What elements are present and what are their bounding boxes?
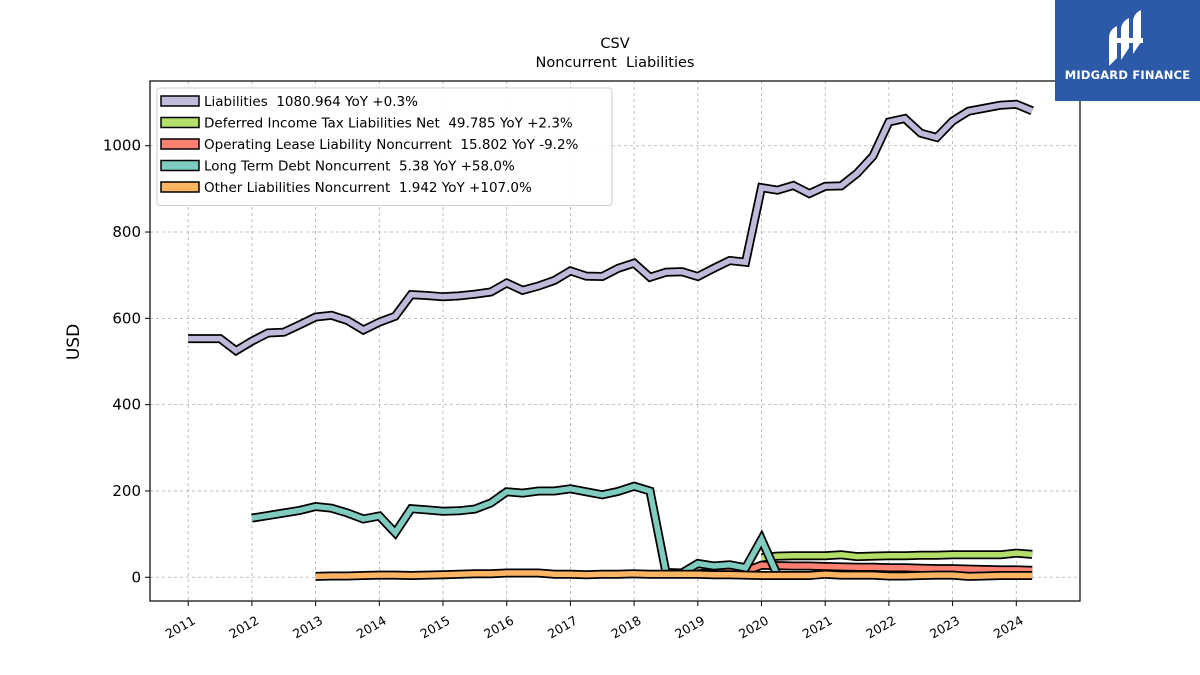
x-tick-label: 2019 [672, 613, 707, 642]
plot-frame [149, 80, 1081, 602]
legend-swatch [160, 138, 200, 150]
x-tick-label: 2020 [736, 613, 771, 642]
logo-text: MIDGARD FINANCE [1064, 68, 1191, 82]
legend-swatch [160, 181, 200, 193]
x-tick-label: 2017 [545, 613, 580, 642]
y-tick-label: 0 [131, 568, 141, 586]
x-tick-label: 2018 [609, 613, 644, 642]
x-tick-label: 2012 [226, 613, 261, 642]
legend-swatch [160, 95, 200, 107]
series-stroke [315, 570, 1033, 580]
series-stroke [761, 550, 1033, 561]
y-tick-label: 1000 [103, 137, 141, 155]
series-stroke [188, 101, 1034, 355]
y-ticks: 0 200 400 600 800 1000 [103, 137, 150, 586]
legend: Liabilities 1080.964 YoY +0.3% Deferred I… [156, 87, 613, 206]
y-tick-label: 600 [112, 309, 141, 327]
x-tick-label: 2023 [927, 613, 962, 642]
chart-subtitle: Noncurrent Liabilities [536, 55, 695, 71]
brand-logo: MIDGARD FINANCE [1055, 0, 1200, 101]
legend-label: Deferred Income Tax Liabilities Net 49.7… [204, 116, 573, 132]
chart-title: CSV [600, 36, 629, 52]
y-tick-label: 400 [112, 396, 141, 414]
x-ticks: 2011 2012 2013 2014 2015 2016 2017 2018 2019 2020… [163, 601, 1026, 642]
y-tick-label: 800 [112, 223, 141, 241]
x-tick-label: 2013 [290, 613, 325, 642]
legend-swatch [160, 116, 200, 129]
y-tick-label: 200 [112, 482, 141, 500]
logo-mark-icon [1109, 10, 1143, 66]
series-line [188, 99, 1034, 357]
x-tick-label: 2024 [991, 613, 1026, 642]
legend-label: Operating Lease Liability Noncurrent 15.… [204, 137, 579, 153]
series-stroke [697, 562, 1033, 577]
series-line [761, 548, 1033, 563]
legend-swatch [160, 159, 200, 172]
series-line [251, 481, 782, 578]
x-tick-label: 2016 [481, 613, 516, 642]
series-layer [188, 99, 1034, 581]
y-axis-label: USD [64, 324, 84, 360]
x-tick-label: 2015 [417, 613, 452, 642]
legend-label: Liabilities 1080.964 YoY +0.3% [204, 94, 418, 110]
legend-box [156, 87, 613, 206]
series-line [697, 560, 1033, 579]
series-line [315, 568, 1033, 581]
legend-label: Other Liabilities Noncurrent 1.942 YoY +… [204, 180, 532, 196]
x-tick-label: 2014 [354, 613, 389, 642]
legend-label: Long Term Debt Noncurrent 5.38 YoY +58.0… [204, 159, 515, 175]
x-tick-label: 2011 [163, 613, 198, 642]
series-stroke [251, 483, 780, 577]
x-tick-label: 2021 [800, 613, 835, 642]
x-tick-label: 2022 [863, 613, 898, 642]
